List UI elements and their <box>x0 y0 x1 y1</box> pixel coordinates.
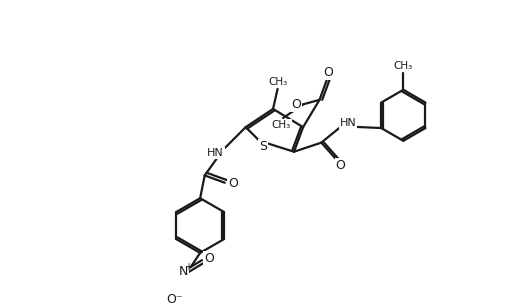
Text: N: N <box>179 264 188 278</box>
Text: HN: HN <box>207 148 224 158</box>
Text: CH₃: CH₃ <box>271 120 290 130</box>
Text: O: O <box>228 177 237 190</box>
Text: O: O <box>204 252 214 265</box>
Text: O⁻: O⁻ <box>166 293 182 304</box>
Text: S: S <box>259 140 267 153</box>
Text: O: O <box>323 66 333 79</box>
Text: O: O <box>335 159 345 172</box>
Text: +: + <box>184 261 192 271</box>
Text: O: O <box>290 98 300 111</box>
Text: HN: HN <box>339 119 356 129</box>
Text: CH₃: CH₃ <box>393 61 412 71</box>
Text: CH₃: CH₃ <box>268 77 287 87</box>
